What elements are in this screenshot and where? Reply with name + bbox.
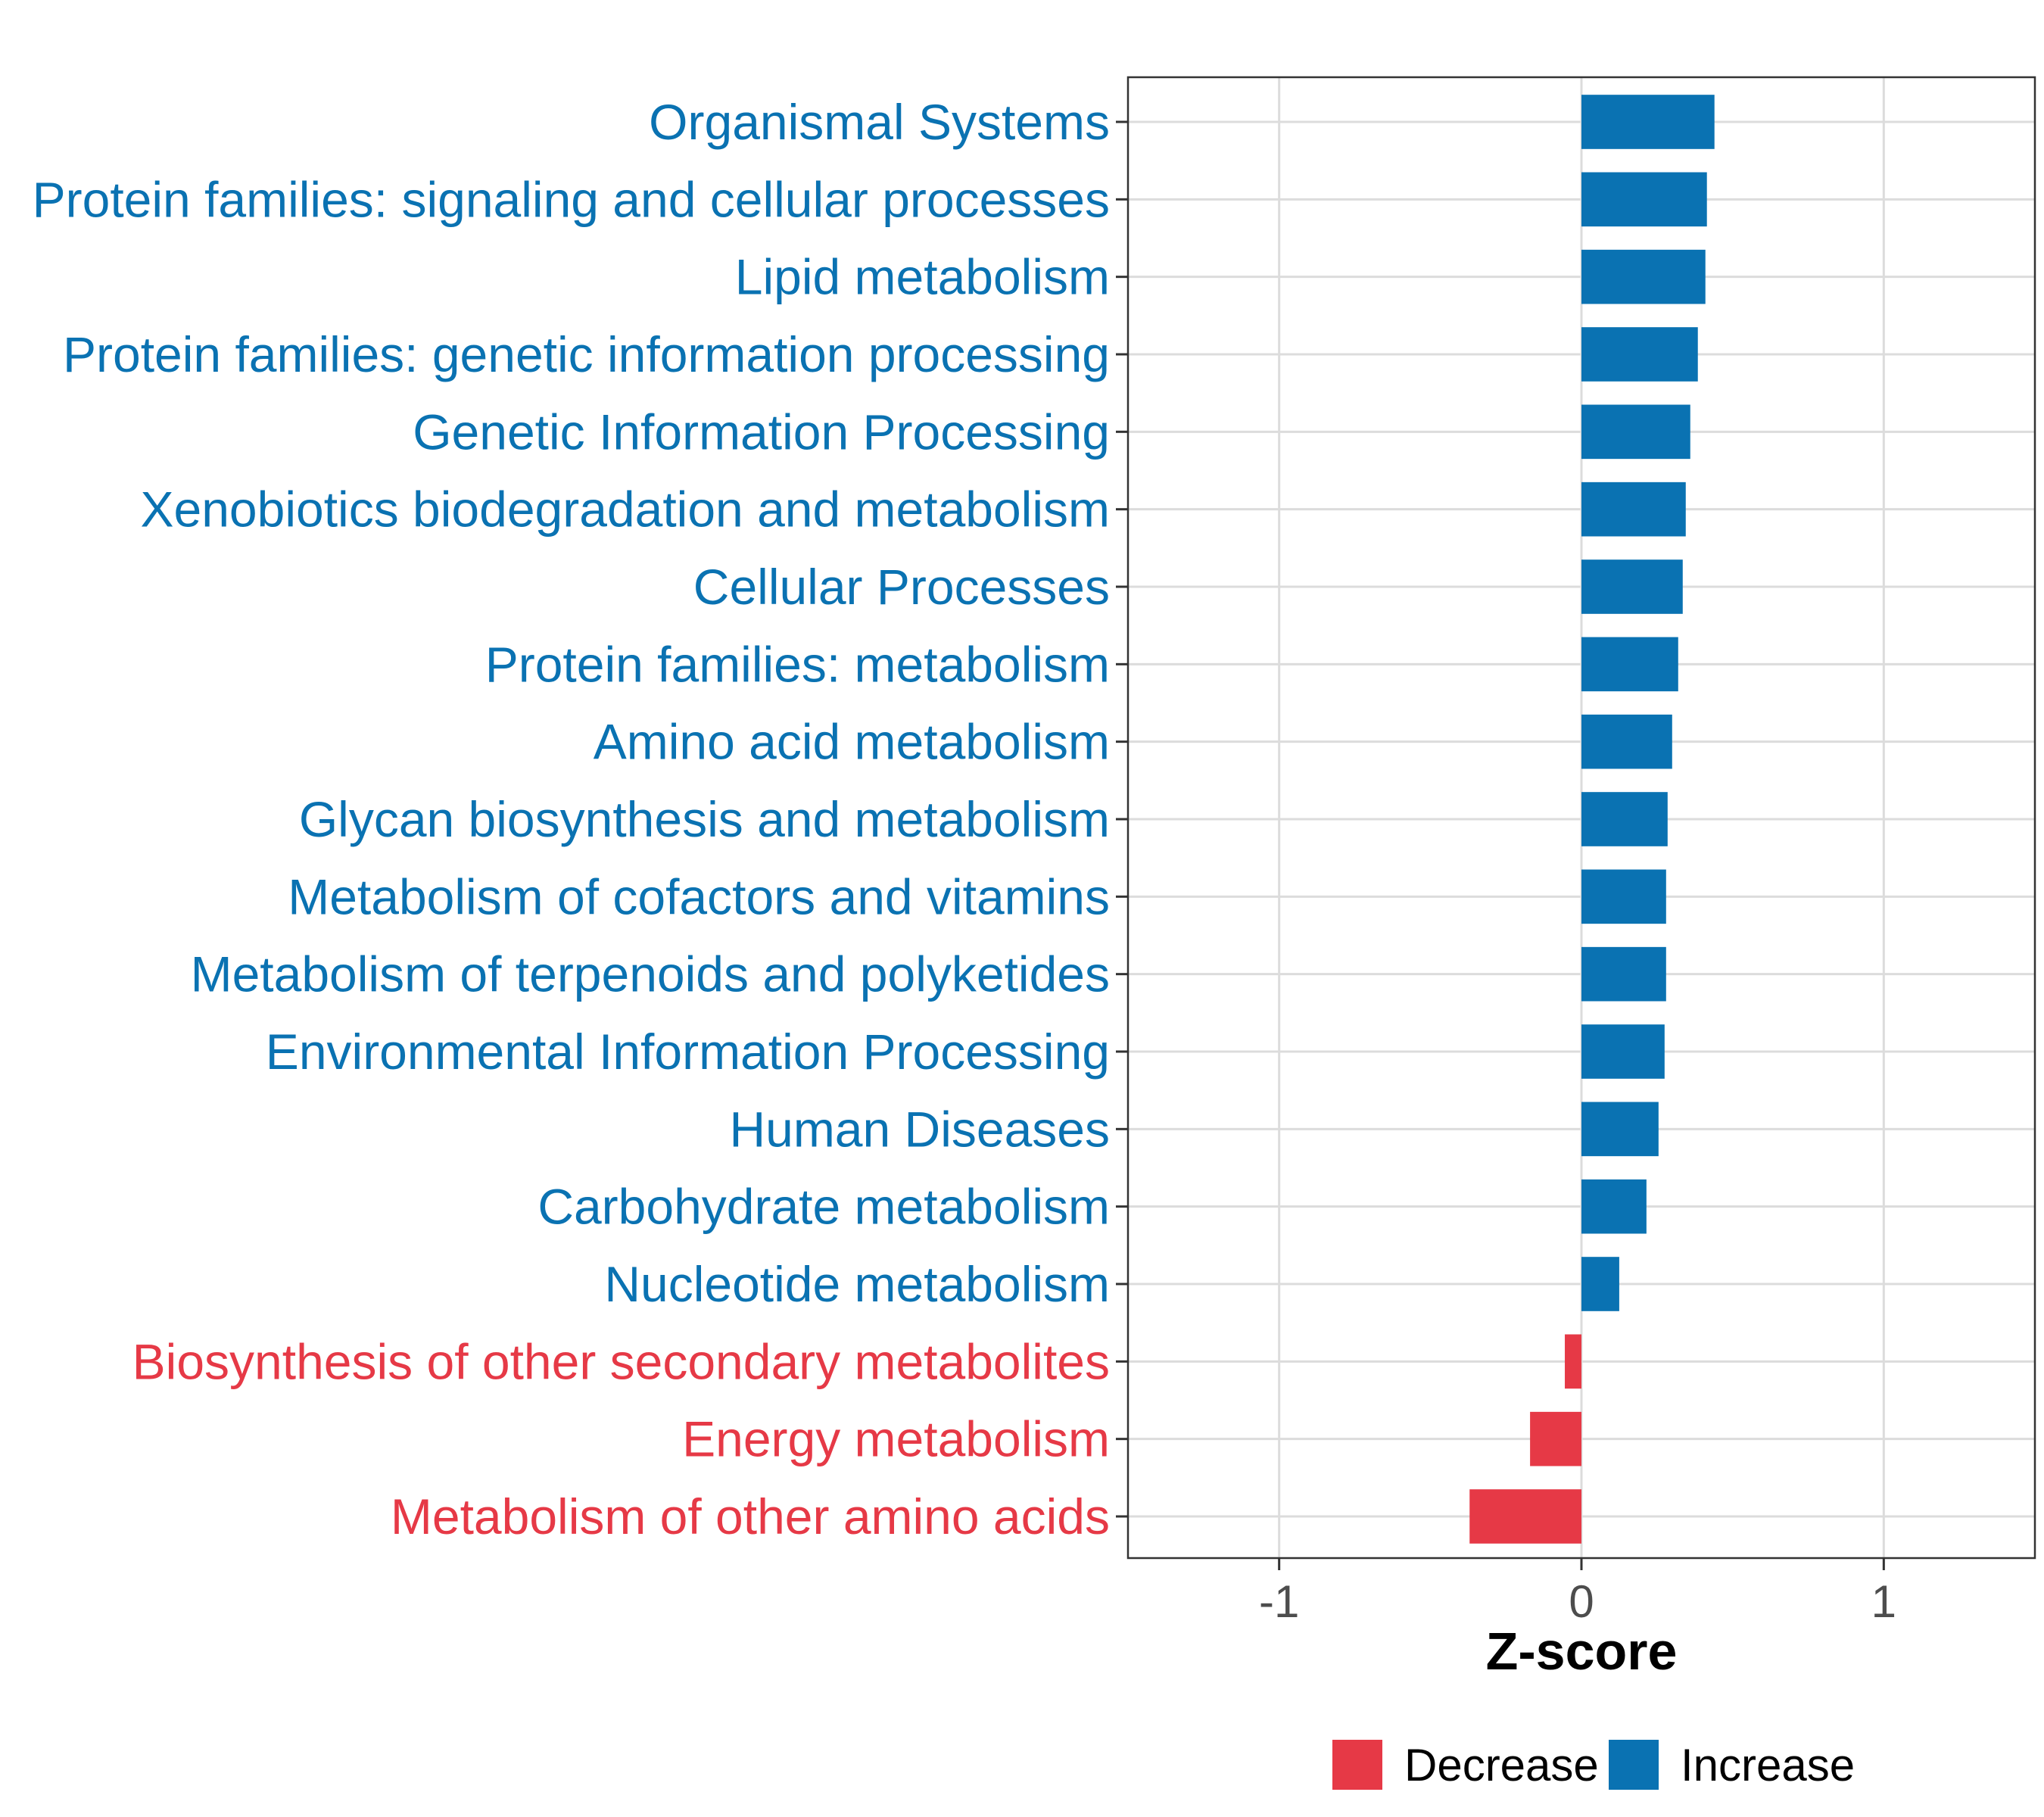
category-label: Protein families: metabolism [485, 636, 1110, 692]
category-label: Glycan biosynthesis and metabolism [299, 791, 1110, 847]
bar [1581, 172, 1707, 227]
category-label: Xenobiotics biodegradation and metabolis… [141, 482, 1111, 538]
category-label: Metabolism of other amino acids [391, 1488, 1110, 1544]
legend-swatch-increase [1609, 1740, 1659, 1790]
legend-label-increase: Increase [1681, 1740, 1855, 1791]
y-axis-ticks [1116, 120, 1128, 1518]
bar [1581, 95, 1715, 149]
category-labels: Organismal Systems Protein families: sign… [33, 94, 1110, 1544]
bar [1581, 327, 1698, 382]
x-tick-label: 1 [1871, 1576, 1896, 1627]
legend-label-decrease: Decrease [1404, 1740, 1599, 1791]
legend: Decrease Increase [1332, 1740, 1855, 1791]
category-label: Biosynthesis of other secondary metaboli… [132, 1333, 1110, 1389]
category-label: Human Diseases [729, 1101, 1110, 1157]
category-label: Organismal Systems [649, 94, 1110, 150]
bar [1581, 637, 1678, 692]
category-label: Energy metabolism [682, 1411, 1110, 1467]
bar [1581, 946, 1666, 1002]
bar [1581, 559, 1683, 614]
bars [1469, 95, 1715, 1544]
category-label: Nucleotide metabolism [604, 1256, 1110, 1312]
bar [1581, 404, 1690, 460]
category-label: Genetic Information Processing [413, 404, 1110, 460]
bar [1581, 869, 1666, 924]
category-label: Protein families: genetic information pr… [63, 326, 1110, 382]
category-label: Environmental Information Processing [266, 1024, 1110, 1080]
bar [1530, 1411, 1581, 1466]
category-label: Carbohydrate metabolism [537, 1179, 1110, 1235]
bar [1469, 1489, 1581, 1544]
category-label: Amino acid metabolism [594, 714, 1110, 770]
bar [1581, 249, 1706, 304]
legend-swatch-decrease [1332, 1740, 1382, 1790]
bar [1581, 1024, 1665, 1079]
x-axis-ticks: -1 0 1 [1259, 1558, 1896, 1627]
category-label: Lipid metabolism [735, 249, 1110, 305]
category-label: Cellular Processes [693, 559, 1110, 615]
x-tick-label: -1 [1259, 1576, 1299, 1627]
x-tick-label: 0 [1569, 1576, 1594, 1627]
category-label: Metabolism of terpenoids and polyketides [191, 946, 1110, 1002]
bar [1581, 792, 1668, 846]
bar [1581, 1179, 1647, 1234]
x-axis-title: Z-score [1486, 1622, 1678, 1681]
bar [1581, 482, 1686, 537]
category-label: Protein families: signaling and cellular… [33, 171, 1110, 227]
bar [1581, 714, 1672, 769]
category-label: Metabolism of cofactors and vitamins [288, 868, 1110, 924]
bar [1565, 1334, 1581, 1389]
bar [1581, 1257, 1619, 1311]
bar [1581, 1102, 1659, 1157]
